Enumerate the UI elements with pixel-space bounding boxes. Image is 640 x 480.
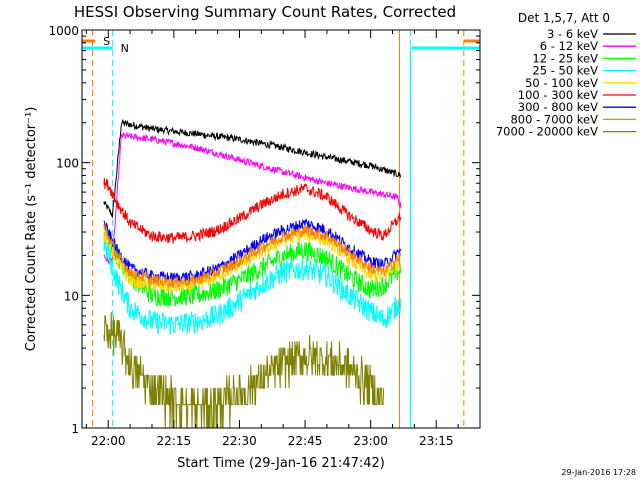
legend-title: Det 1,5,7, Att 0 bbox=[518, 11, 610, 25]
marker-label: N bbox=[121, 42, 129, 55]
x-tick-label: 22:45 bbox=[288, 434, 323, 448]
series-line bbox=[103, 178, 402, 244]
legend-label: 25 - 50 keV bbox=[532, 64, 598, 78]
footer-date: 29-Jan-2016 17:28 bbox=[561, 468, 636, 477]
x-axis-label: Start Time (29-Jan-16 21:47:42) bbox=[177, 456, 385, 471]
x-tick-label: 23:15 bbox=[419, 434, 454, 448]
series-line bbox=[103, 131, 402, 266]
x-tick-label: 23:00 bbox=[353, 434, 388, 448]
plot-frame bbox=[81, 29, 481, 429]
y-tick-label: 1000 bbox=[48, 24, 79, 38]
y-tick-label: 1 bbox=[71, 422, 79, 436]
y-axis-label: Corrected Count Rate (s⁻¹ detector⁻¹) bbox=[24, 107, 39, 352]
series-line bbox=[103, 119, 402, 219]
series-line bbox=[103, 311, 385, 428]
y-tick-label: 100 bbox=[56, 157, 79, 171]
legend-label: 800 - 7000 keV bbox=[510, 112, 598, 126]
legend-label: 7000 - 20000 keV bbox=[496, 125, 598, 139]
legend-label: 300 - 800 keV bbox=[518, 100, 598, 114]
series-line bbox=[103, 236, 402, 335]
legend-label: 12 - 25 keV bbox=[532, 51, 598, 65]
y-tick-label: 10 bbox=[64, 289, 79, 303]
chart-title: HESSI Observing Summary Count Rates, Cor… bbox=[74, 3, 456, 21]
legend-label: 50 - 100 keV bbox=[525, 76, 598, 90]
x-tick-label: 22:15 bbox=[157, 434, 192, 448]
legend-label: 6 - 12 keV bbox=[540, 39, 598, 53]
legend-label: 100 - 300 keV bbox=[518, 88, 598, 102]
x-tick-label: 22:30 bbox=[222, 434, 257, 448]
marker-label: S bbox=[103, 35, 110, 48]
x-tick-label: 22:00 bbox=[91, 434, 126, 448]
series-line bbox=[103, 224, 402, 288]
legend-label: 3 - 6 keV bbox=[547, 27, 598, 41]
